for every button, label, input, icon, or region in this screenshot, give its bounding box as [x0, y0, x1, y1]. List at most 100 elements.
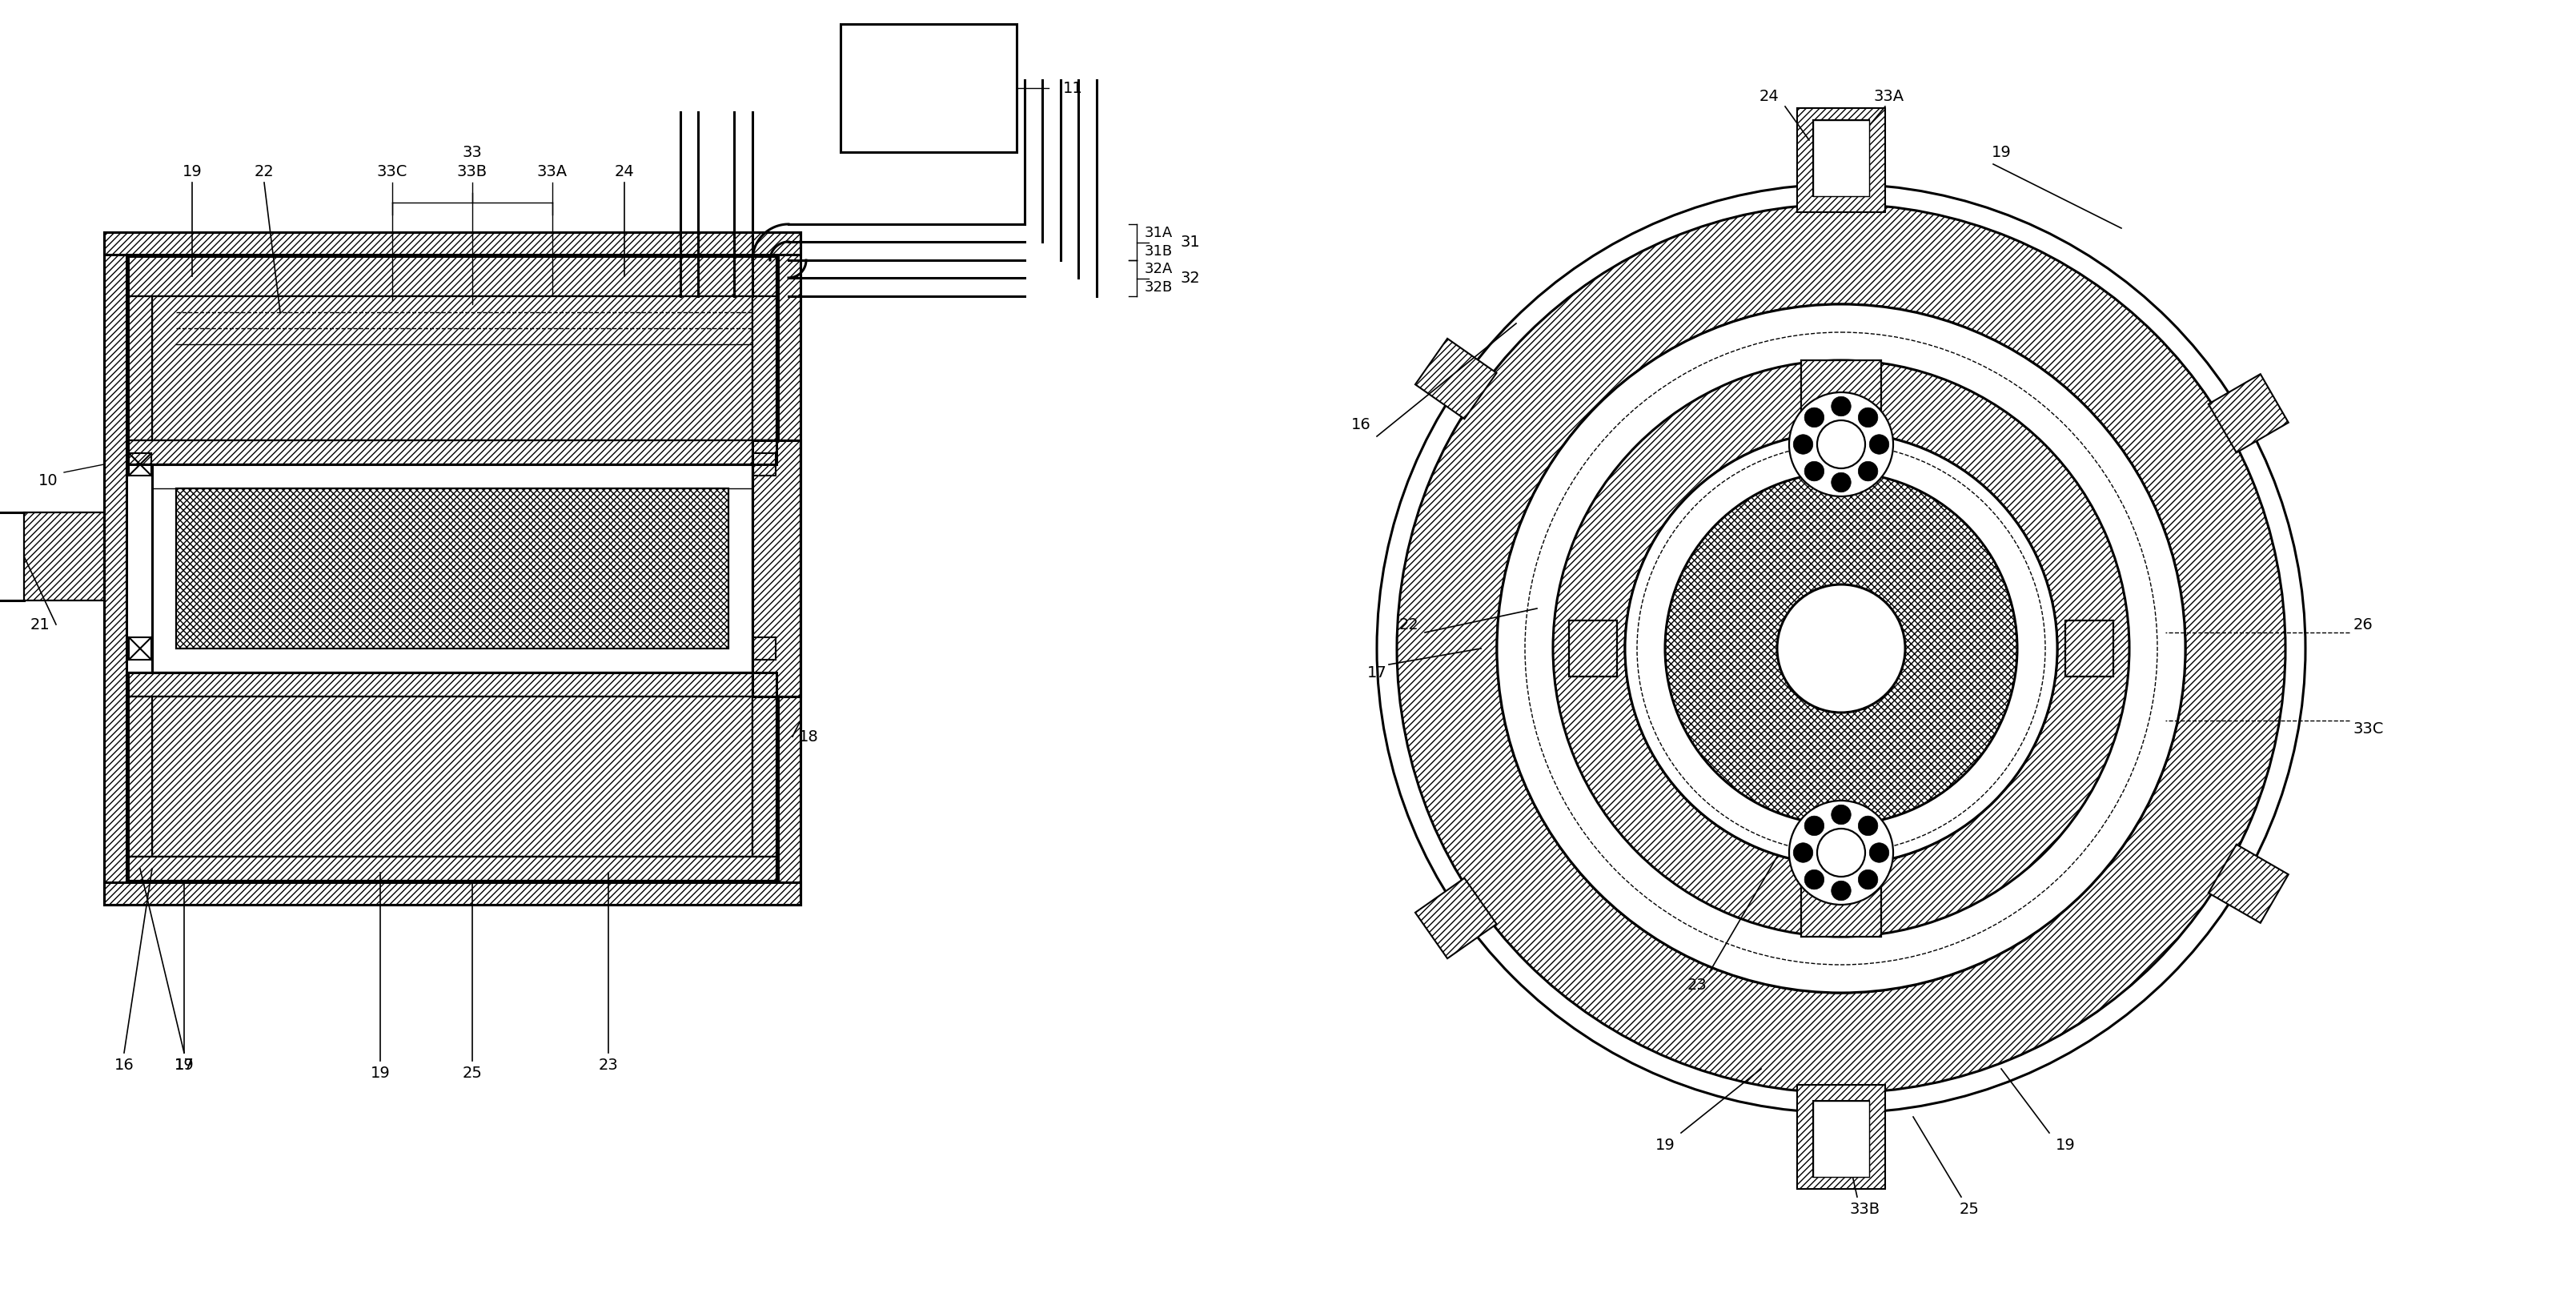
- Bar: [23, 512, 103, 601]
- Circle shape: [1816, 829, 1865, 877]
- Circle shape: [1793, 843, 1814, 863]
- Text: 16: 16: [1350, 416, 1370, 432]
- Bar: [129, 696, 152, 856]
- Bar: [103, 232, 801, 254]
- Text: 10: 10: [39, 473, 57, 488]
- Polygon shape: [1814, 1101, 1870, 1176]
- Bar: [152, 464, 752, 489]
- Bar: [752, 453, 775, 476]
- Text: 25: 25: [461, 1065, 482, 1080]
- Text: 24: 24: [616, 165, 634, 180]
- Circle shape: [1790, 392, 1893, 497]
- Text: 26: 26: [2354, 617, 2372, 632]
- Circle shape: [1664, 472, 2017, 825]
- Circle shape: [1857, 870, 1878, 890]
- Text: 22: 22: [1399, 617, 1419, 632]
- Bar: [129, 441, 775, 464]
- Text: 19: 19: [1991, 144, 2012, 160]
- Circle shape: [1793, 434, 1814, 454]
- Text: 23: 23: [598, 1057, 618, 1073]
- Circle shape: [1832, 397, 1852, 416]
- Bar: [152, 464, 752, 673]
- Polygon shape: [1569, 620, 1618, 677]
- Text: 19: 19: [175, 1057, 193, 1073]
- Polygon shape: [1798, 1084, 1886, 1189]
- Circle shape: [1857, 816, 1878, 835]
- Text: 31: 31: [1180, 235, 1200, 250]
- Bar: [175, 489, 729, 648]
- Bar: [129, 673, 775, 696]
- Circle shape: [1803, 407, 1824, 427]
- Circle shape: [1777, 585, 1906, 712]
- Text: 32: 32: [1180, 271, 1200, 285]
- Text: 25: 25: [1960, 1201, 1978, 1217]
- Wedge shape: [1553, 361, 2130, 936]
- Text: 18: 18: [799, 729, 819, 744]
- Text: NITROGEN: NITROGEN: [881, 80, 976, 96]
- Text: 11: 11: [1064, 80, 1082, 96]
- Bar: [840, 25, 1018, 152]
- Text: 19: 19: [1656, 1137, 1674, 1153]
- Wedge shape: [1396, 204, 2285, 1093]
- Polygon shape: [1414, 878, 1497, 958]
- Bar: [752, 441, 801, 696]
- Circle shape: [1803, 816, 1824, 835]
- Text: 33: 33: [461, 144, 482, 160]
- Circle shape: [1857, 462, 1878, 481]
- Text: 19: 19: [371, 1065, 389, 1080]
- Text: LIQUID: LIQUID: [896, 48, 961, 64]
- Text: 32B: 32B: [1144, 280, 1172, 294]
- Text: 31B: 31B: [1144, 244, 1172, 258]
- Bar: [129, 453, 152, 476]
- Bar: [752, 441, 801, 696]
- Polygon shape: [1801, 873, 1880, 936]
- Bar: [752, 637, 775, 660]
- Text: 19: 19: [2056, 1137, 2076, 1153]
- Text: 16: 16: [113, 1057, 134, 1073]
- Polygon shape: [2208, 374, 2287, 453]
- Bar: [129, 673, 775, 881]
- Circle shape: [1816, 420, 1865, 468]
- Text: 17: 17: [1368, 665, 1386, 680]
- Circle shape: [1857, 407, 1878, 427]
- Text: 21: 21: [31, 617, 49, 632]
- Polygon shape: [1801, 361, 1880, 424]
- Text: 19: 19: [183, 165, 201, 180]
- Polygon shape: [1798, 108, 1886, 213]
- Bar: [129, 257, 775, 296]
- Circle shape: [1832, 881, 1852, 900]
- Text: 32A: 32A: [1144, 262, 1172, 276]
- Polygon shape: [1414, 339, 1497, 419]
- Circle shape: [1870, 434, 1888, 454]
- Bar: [752, 696, 775, 856]
- Polygon shape: [2208, 844, 2287, 923]
- Polygon shape: [1814, 121, 1870, 196]
- Text: 33B: 33B: [1850, 1201, 1880, 1217]
- Bar: [103, 882, 801, 905]
- Text: 33C: 33C: [2354, 721, 2385, 737]
- Circle shape: [1803, 462, 1824, 481]
- Circle shape: [1803, 870, 1824, 890]
- Bar: [129, 296, 152, 441]
- Text: 23: 23: [1687, 977, 1708, 992]
- Bar: [103, 232, 126, 905]
- Bar: [778, 232, 801, 905]
- Circle shape: [1832, 805, 1852, 825]
- Text: 33C: 33C: [376, 165, 407, 180]
- Bar: [129, 257, 775, 464]
- Text: 17: 17: [175, 1057, 193, 1073]
- Bar: [152, 296, 752, 441]
- Polygon shape: [2066, 620, 2112, 677]
- Polygon shape: [1814, 1101, 1870, 1176]
- Bar: [129, 856, 775, 881]
- Text: 22: 22: [255, 165, 273, 180]
- Circle shape: [1625, 432, 2058, 865]
- Text: 33A: 33A: [1873, 88, 1904, 104]
- Text: 33B: 33B: [456, 165, 487, 180]
- Circle shape: [1497, 305, 2184, 992]
- Text: TANK: TANK: [904, 112, 953, 128]
- Circle shape: [1870, 843, 1888, 863]
- Text: 31A: 31A: [1144, 226, 1172, 240]
- Bar: [103, 232, 801, 905]
- Bar: [752, 296, 775, 441]
